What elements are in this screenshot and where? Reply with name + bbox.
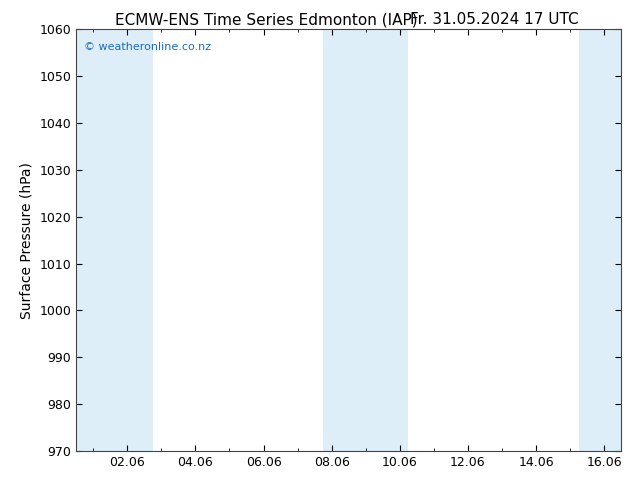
Text: Fr. 31.05.2024 17 UTC: Fr. 31.05.2024 17 UTC	[410, 12, 579, 27]
Bar	[323, 29, 357, 451]
Bar	[76, 29, 101, 451]
Y-axis label: Surface Pressure (hPa): Surface Pressure (hPa)	[20, 162, 34, 318]
Bar	[579, 29, 621, 451]
Bar	[101, 29, 153, 451]
Text: © weatheronline.co.nz: © weatheronline.co.nz	[84, 42, 211, 52]
Bar	[357, 29, 408, 451]
Text: ECMW-ENS Time Series Edmonton (IAP): ECMW-ENS Time Series Edmonton (IAP)	[115, 12, 418, 27]
